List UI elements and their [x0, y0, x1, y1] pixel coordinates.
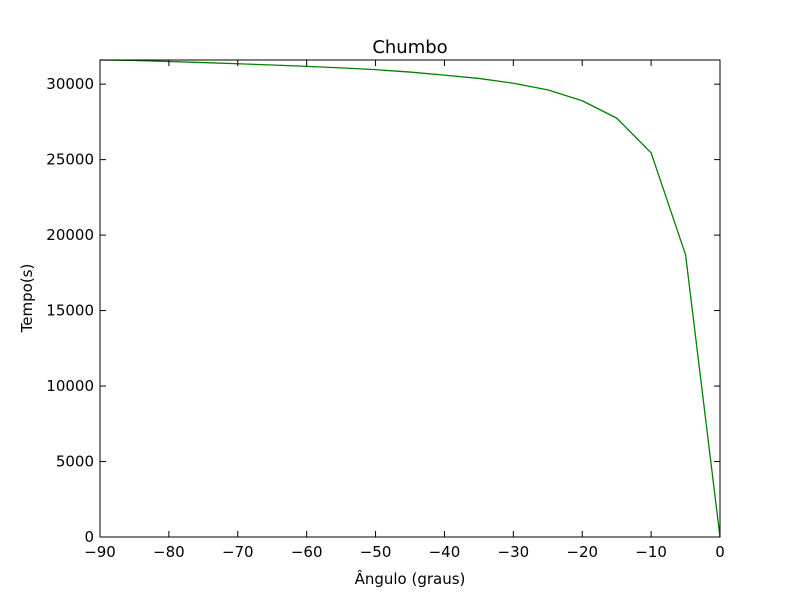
x-axis-label: Ângulo (graus) — [355, 569, 466, 588]
y-tick-label: 25000 — [46, 151, 94, 169]
y-tick-label: 20000 — [46, 226, 94, 244]
x-tick-label: −90 — [84, 543, 116, 561]
x-axis: −90 −80 −70 −60 −50 −40 −30 −20 −10 0 — [84, 60, 725, 561]
x-tick-label: 0 — [715, 543, 725, 561]
series-line — [99, 59, 721, 538]
x-tick-label: −80 — [153, 543, 185, 561]
y-tick-label: 10000 — [46, 377, 94, 395]
x-tick-label: −10 — [635, 543, 667, 561]
x-tick-label: −40 — [429, 543, 461, 561]
plot-area — [99, 59, 721, 538]
chart-title: Chumbo — [372, 37, 447, 58]
y-tick-label: 30000 — [46, 75, 94, 93]
y-axis: 0 5000 10000 15000 20000 25000 30000 — [46, 75, 720, 546]
y-tick-label: 5000 — [56, 453, 94, 471]
y-tick-label: 0 — [84, 528, 94, 546]
x-tick-label: −30 — [498, 543, 530, 561]
y-tick-label: 15000 — [46, 302, 94, 320]
y-axis-label: Tempo(s) — [18, 264, 36, 334]
x-tick-label: −70 — [222, 543, 254, 561]
x-tick-label: −50 — [360, 543, 392, 561]
x-tick-label: −20 — [566, 543, 598, 561]
x-tick-label: −60 — [291, 543, 323, 561]
axes-frame — [99, 59, 721, 538]
